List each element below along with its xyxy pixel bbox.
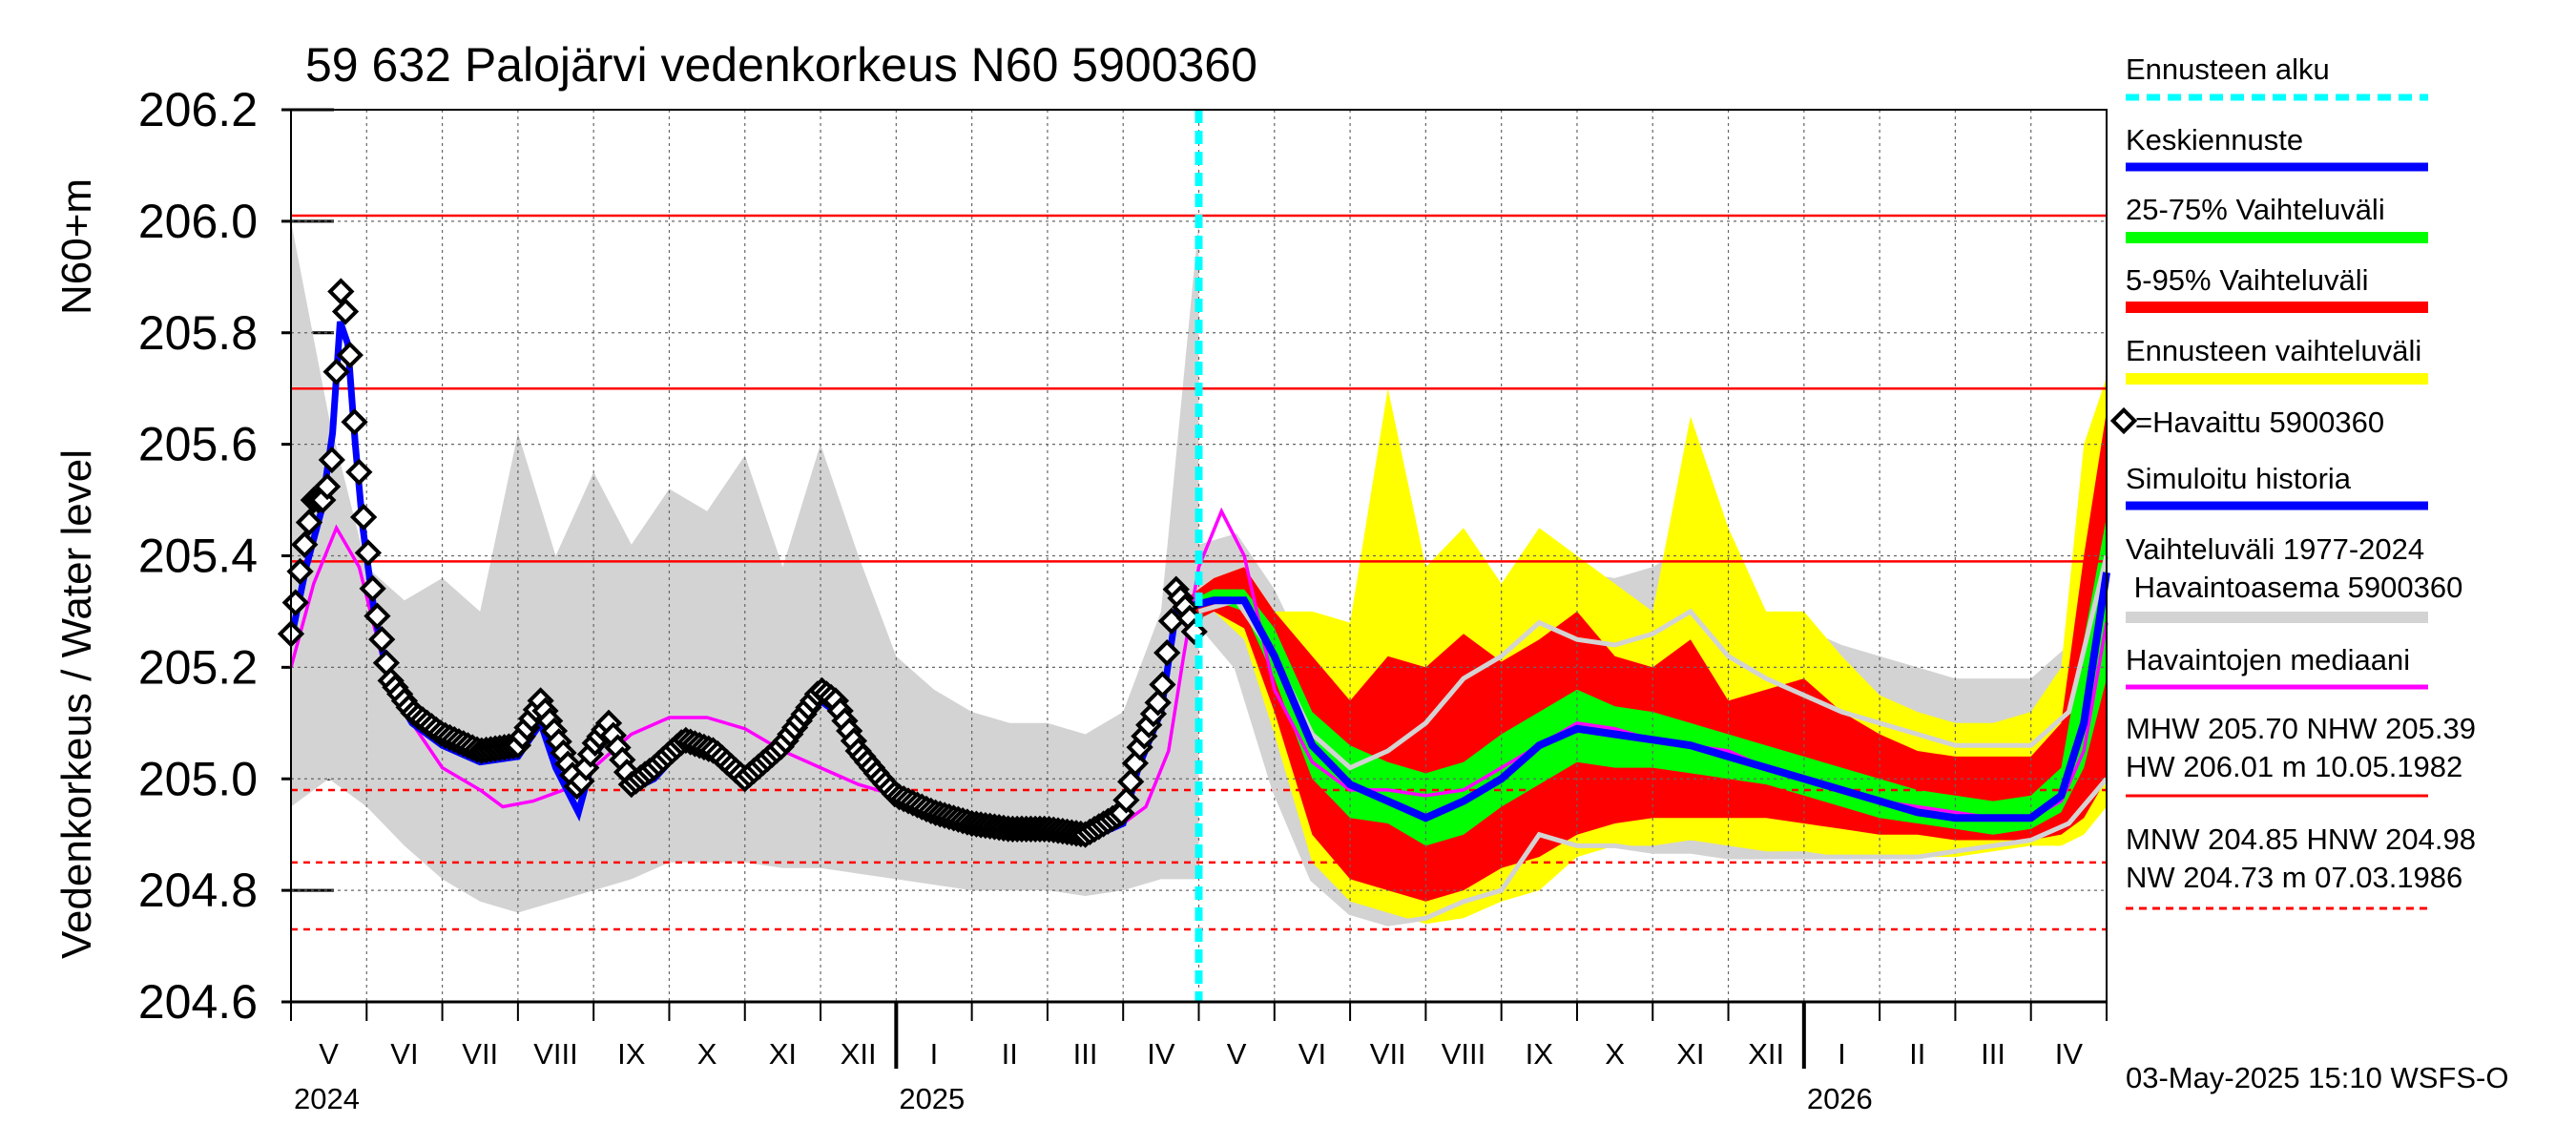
legend-observed-label: =Havaittu 5900360 — [2135, 406, 2384, 439]
plot-area — [277, 109, 2110, 1003]
x-month-label: I — [1838, 1037, 1846, 1071]
legend-hist-range-label-2: Havaintoasema 5900360 — [2126, 571, 2462, 604]
legend-stats-2: HW 206.01 m 10.05.1982 — [2126, 750, 2462, 783]
x-month-label: I — [930, 1037, 939, 1071]
x-month-label: XI — [1676, 1037, 1704, 1071]
y-tick-label: 204.8 — [138, 864, 258, 917]
forecast-low-history-line — [1196, 620, 2109, 926]
legend-mean-label: Keskiennuste — [2126, 123, 2303, 156]
legend-hist-range-label-1: Vaihteluväli 1977-2024 — [2126, 532, 2424, 566]
x-month-label: VI — [390, 1037, 418, 1071]
x-month-label: IV — [2055, 1037, 2084, 1071]
observed-markers — [277, 278, 1208, 848]
legend: Ennusteen alku Keskiennuste 25-75% Vaiht… — [2109, 52, 2476, 910]
y-tick-label: 206.0 — [138, 195, 258, 248]
x-month-label: X — [697, 1037, 717, 1071]
x-month-label: IX — [1526, 1037, 1554, 1071]
x-month-label: XI — [769, 1037, 797, 1071]
legend-forecast-start-label: Ennusteen alku — [2126, 52, 2330, 86]
observed-marker — [1112, 786, 1140, 814]
y-tick-label: 205.0 — [138, 752, 258, 805]
x-month-label: VIII — [1442, 1037, 1486, 1071]
observed-marker — [364, 602, 391, 630]
y-axis-unit: N60+m — [53, 178, 100, 315]
x-axis: V VI VII VIII IX X XI XII I II III IV V VI VII VIII IX X X… — [290, 1000, 2108, 1115]
observed-marker — [354, 539, 383, 567]
observed-marker — [1149, 671, 1176, 698]
y-tick-label: 205.2 — [138, 640, 258, 694]
x-month-label: X — [1605, 1037, 1625, 1071]
x-month-label: XII — [841, 1037, 877, 1071]
x-month-label: V — [1227, 1037, 1247, 1071]
x-year-label: 2025 — [899, 1082, 965, 1115]
x-month-label: IV — [1147, 1037, 1175, 1071]
footer-timestamp: 03-May-2025 15:10 WSFS-O — [2126, 1061, 2508, 1094]
observed-marker — [368, 625, 396, 654]
x-month-label: VIII — [533, 1037, 578, 1071]
observed-marker — [349, 503, 378, 531]
observed-marker — [313, 472, 342, 501]
legend-observed-marker — [2109, 406, 2138, 435]
y-tick-label: 204.6 — [138, 975, 258, 1029]
x-month-label: V — [319, 1037, 339, 1071]
x-year-label: 2024 — [294, 1082, 360, 1115]
observed-marker — [1153, 639, 1181, 667]
forecast-mean-line — [1190, 572, 2110, 822]
y-axis-ticks: 204.6 204.8 205.0 205.2 205.4 205.6 205.8 206.0… — [138, 83, 334, 1029]
observed-marker — [1157, 607, 1186, 635]
observed-marker — [295, 509, 323, 536]
legend-stats-3: MNW 204.85 HNW 204.98 — [2126, 822, 2476, 856]
x-month-label: III — [1073, 1037, 1098, 1071]
observed-marker — [322, 358, 350, 385]
y-tick-label: 205.8 — [138, 306, 258, 360]
x-month-label: II — [1002, 1037, 1018, 1071]
observed-marker — [291, 531, 319, 558]
x-month-label: III — [1981, 1037, 2005, 1071]
grid-lines — [291, 110, 2107, 1002]
forecast-25-75-band — [1191, 516, 2107, 846]
y-tick-label: 205.6 — [138, 418, 258, 471]
x-month-label: VII — [462, 1037, 498, 1071]
legend-stats-4: NW 204.73 m 07.03.1986 — [2126, 861, 2462, 894]
observed-marker — [327, 278, 355, 305]
legend-median-label: Havaintojen mediaani — [2126, 643, 2410, 677]
y-tick-label: 205.4 — [138, 530, 258, 583]
observed-marker — [359, 574, 386, 602]
y-tick-label: 206.2 — [138, 83, 258, 136]
chart-title: 59 632 Palojärvi vedenkorkeus N60 590036… — [305, 38, 1257, 92]
legend-simulated-label: Simuloitu historia — [2126, 462, 2352, 495]
x-year-label: 2026 — [1807, 1082, 1873, 1115]
x-month-label: VI — [1298, 1037, 1326, 1071]
observed-marker — [336, 342, 364, 369]
y-axis-label: Vedenkorkeus / Water level — [53, 449, 100, 959]
observed-marker — [286, 557, 314, 586]
x-month-label: IX — [617, 1037, 646, 1071]
observed-marker — [345, 458, 373, 486]
x-month-label: XII — [1748, 1037, 1784, 1071]
legend-stats-1: MHW 205.70 NHW 205.39 — [2126, 712, 2476, 745]
x-month-label: II — [1909, 1037, 1925, 1071]
legend-p25-75-label: 25-75% Vaihteluväli — [2126, 193, 2385, 226]
observed-marker — [331, 298, 360, 325]
x-month-label: VII — [1370, 1037, 1406, 1071]
observed-marker — [1117, 768, 1145, 796]
observed-marker — [318, 446, 345, 474]
observed-marker — [341, 408, 368, 436]
legend-range-label: Ennusteen vaihteluväli — [2126, 334, 2421, 367]
forecast-high-history-line — [1197, 554, 2109, 771]
legend-p5-95-label: 5-95% Vaihteluväli — [2126, 263, 2368, 297]
